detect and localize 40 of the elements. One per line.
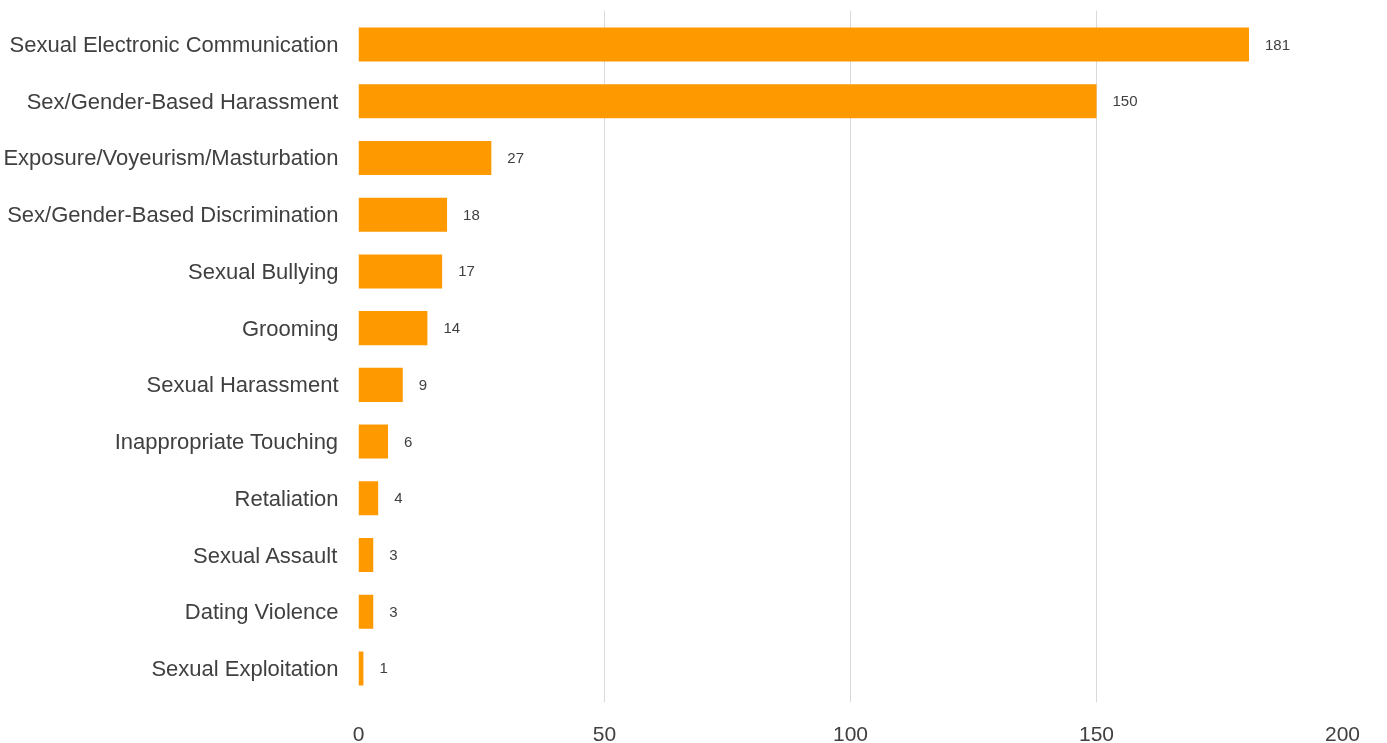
y-tick-label: Sexual Electronic Communication (9, 32, 339, 58)
x-tick-label: 200 (1324, 721, 1361, 743)
bar (358, 197, 448, 232)
y-tick-label: Dating Violence (184, 599, 339, 625)
bar (358, 84, 1097, 119)
y-tick-label: Exposure/Voyeurism/Masturbation (3, 145, 339, 171)
x-tick-label: 100 (832, 721, 869, 743)
data-label: 27 (507, 148, 525, 166)
x-tick-label: 0 (352, 721, 365, 743)
bar (358, 140, 492, 175)
data-label: 4 (394, 489, 403, 507)
data-label: 9 (418, 375, 428, 393)
y-tick-label: Retaliation (234, 485, 339, 511)
bar (358, 254, 443, 289)
y-tick-label: Sex/Gender-Based Discrimination (7, 202, 339, 228)
bar (358, 367, 403, 402)
bar (358, 481, 379, 516)
data-label: 150 (1112, 92, 1138, 110)
bar (358, 594, 374, 629)
y-tick-label: Sex/Gender-Based Harassment (26, 88, 339, 114)
data-label: 3 (389, 602, 398, 620)
data-label: 181 (1265, 35, 1291, 53)
y-tick-label: Sexual Bullying (188, 258, 339, 284)
data-label: 14 (443, 319, 461, 337)
y-tick-label: Inappropriate Touching (114, 429, 339, 455)
data-label: 6 (404, 432, 413, 450)
x-tick-label: 50 (592, 721, 617, 743)
bar (358, 424, 389, 459)
y-tick-label: Sexual Exploitation (151, 655, 339, 681)
bar (358, 538, 374, 573)
data-label: 17 (458, 262, 475, 280)
y-tick-label: Sexual Harassment (146, 372, 339, 398)
data-label: 3 (389, 546, 398, 564)
data-label: 1 (379, 659, 388, 677)
x-tick-label: 150 (1078, 721, 1115, 743)
data-label: 18 (463, 205, 480, 223)
bar (358, 27, 1250, 62)
bar (358, 311, 428, 346)
y-tick-label: Grooming (241, 315, 339, 341)
y-tick-label: Sexual Assault (192, 542, 338, 568)
